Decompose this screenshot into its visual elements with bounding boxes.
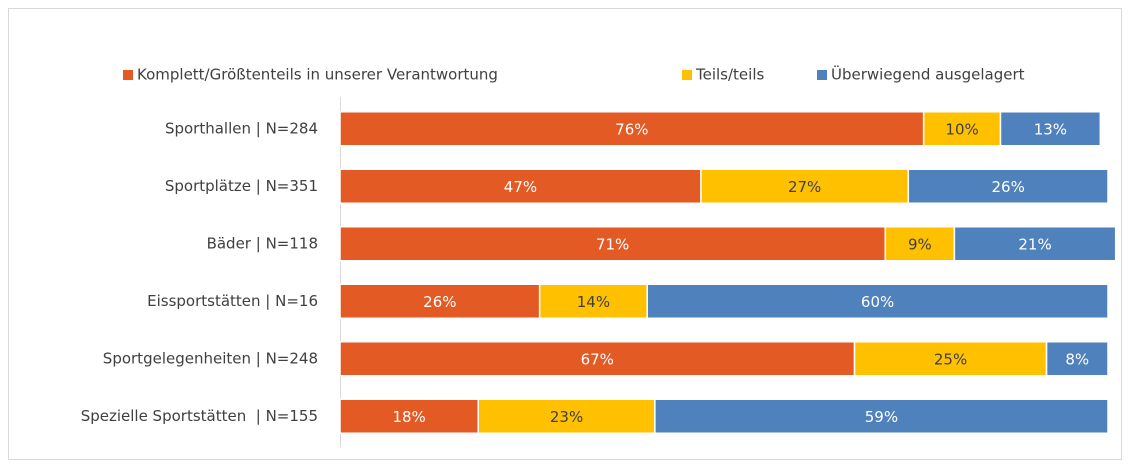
- data-label: 76%: [615, 120, 648, 138]
- legend-marker: [123, 70, 133, 80]
- data-label: 9%: [908, 235, 932, 253]
- data-label: 8%: [1065, 350, 1089, 368]
- y-tick-label: Spezielle Sportstätten | N=155: [81, 407, 318, 425]
- data-label: 25%: [934, 350, 967, 368]
- bar-segment: [953, 226, 1117, 262]
- bar-segment: [1045, 341, 1109, 377]
- y-tick-label: Eissportstätten | N=16: [147, 292, 318, 310]
- legend-label: Komplett/Größtenteils in unserer Verantw…: [137, 66, 498, 84]
- data-label: 13%: [1034, 120, 1067, 138]
- y-tick-label: Bäder | N=118: [207, 234, 318, 252]
- data-label: 26%: [423, 293, 456, 311]
- y-tick-label: Sporthallen | N=284: [165, 119, 318, 137]
- bar-segment: [477, 398, 656, 434]
- bar-segment: [907, 168, 1109, 204]
- legend-marker: [817, 70, 827, 80]
- data-label: 27%: [788, 178, 821, 196]
- data-label: 60%: [861, 293, 894, 311]
- legend-label: Überwiegend ausgelagert: [831, 65, 1025, 84]
- bar-segment: [339, 111, 925, 147]
- data-label: 18%: [392, 408, 425, 426]
- bar-segment: [339, 283, 541, 319]
- data-label: 14%: [577, 293, 610, 311]
- legend-marker: [682, 70, 692, 80]
- data-label: 59%: [865, 408, 898, 426]
- bar-segment: [999, 111, 1102, 147]
- bar-segment: [654, 398, 1109, 434]
- data-label: 26%: [991, 178, 1024, 196]
- data-label: 71%: [596, 235, 629, 253]
- bar-segment: [646, 283, 1109, 319]
- data-label: 67%: [581, 350, 614, 368]
- data-label: 10%: [945, 120, 978, 138]
- y-tick-label: Sportgelegenheiten | N=248: [103, 349, 318, 367]
- data-label: 47%: [504, 178, 537, 196]
- bar-segment: [884, 226, 956, 262]
- data-label: 21%: [1018, 235, 1051, 253]
- data-label: 23%: [550, 408, 583, 426]
- legend-label: Teils/teils: [695, 66, 764, 84]
- y-tick-label: Sportplätze | N=351: [165, 177, 318, 195]
- bar-segment: [339, 341, 856, 377]
- bar-segment: [922, 111, 1002, 147]
- bar-segment: [853, 341, 1048, 377]
- bar-segment: [339, 398, 479, 434]
